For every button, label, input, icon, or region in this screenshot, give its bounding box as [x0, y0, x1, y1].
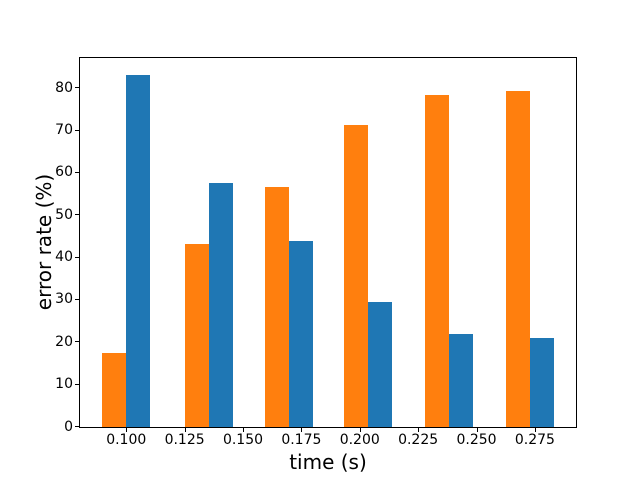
y-tick-label: 10: [55, 376, 73, 393]
y-tick-label: 60: [55, 164, 73, 181]
y-tick-label: 30: [55, 291, 73, 308]
y-tick-label: 70: [55, 122, 73, 139]
y-tick-label: 20: [55, 333, 73, 350]
y-tick-label: 40: [55, 249, 73, 266]
x-tick-label: 0.150: [222, 432, 264, 448]
y-tick-mark: [75, 87, 79, 89]
orange-series-bar: [344, 125, 368, 427]
x-tick-label: 0.100: [106, 432, 147, 448]
y-tick-mark: [75, 298, 79, 300]
x-tick-label: 0.125: [164, 432, 205, 448]
x-tick-label: 0.175: [281, 432, 322, 448]
orange-series-bar: [505, 91, 530, 427]
x-tick-mark: [359, 427, 361, 432]
orange-series-bar: [102, 353, 127, 427]
x-tick-label: 0.225: [398, 432, 439, 448]
y-axis-label: error rate (%): [32, 173, 56, 311]
x-tick-mark: [418, 427, 420, 432]
plot-area: [79, 56, 577, 428]
y-tick-label: 0: [64, 418, 73, 435]
y-tick-label: 80: [55, 79, 73, 96]
x-tick-mark: [476, 427, 478, 432]
x-tick-label: 0.250: [456, 432, 497, 448]
y-tick-mark: [75, 383, 79, 385]
y-tick-mark: [75, 171, 79, 173]
y-tick-mark: [75, 129, 79, 131]
blue-series-bar: [529, 337, 554, 427]
blue-series-bar: [126, 75, 151, 427]
x-tick-mark: [242, 427, 244, 432]
x-tick-mark: [184, 427, 186, 432]
x-axis-label: time (s): [289, 450, 367, 474]
blue-series-bar: [209, 183, 233, 427]
x-tick-label: 0.200: [339, 432, 380, 448]
y-tick-mark: [75, 256, 79, 258]
blue-series-bar: [289, 241, 313, 427]
x-tick-label: 0.275: [514, 432, 555, 448]
x-tick-mark: [534, 427, 536, 432]
orange-series-bar: [185, 244, 210, 427]
y-tick-mark: [75, 214, 79, 216]
y-tick-mark: [75, 341, 79, 343]
y-tick-label: 50: [55, 206, 73, 223]
x-tick-mark: [126, 427, 128, 432]
orange-series-bar: [424, 94, 449, 427]
blue-series-bar: [448, 333, 473, 427]
y-tick-mark: [75, 426, 79, 427]
x-tick-mark: [301, 427, 303, 432]
orange-series-bar: [265, 186, 289, 427]
blue-series-bar: [367, 302, 392, 427]
